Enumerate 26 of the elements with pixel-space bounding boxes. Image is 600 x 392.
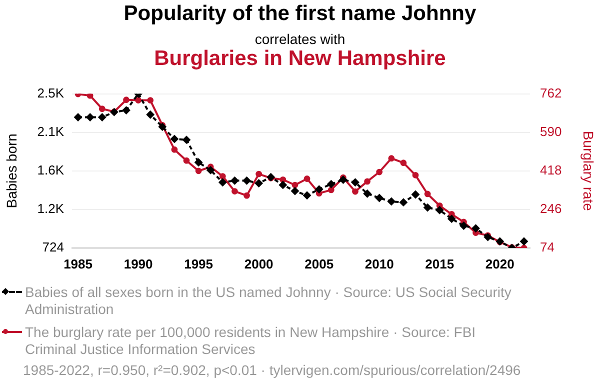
legend-label: The burglary rate per 100,000 residents in New Hampshire · Source: FBI Criminal Justice Information Services [25, 324, 477, 358]
y-axis-title: Babies born [3, 134, 20, 208]
y-tick-label: 1.6K [37, 162, 64, 178]
legend-label: Babies of all sexes born in the US named Johnny · Source: US Social Security Administration [25, 284, 512, 318]
y2-tick-label: 762 [540, 85, 562, 100]
x-tick-label: 1985 [64, 256, 92, 272]
x-tick-label: 2020 [485, 256, 514, 272]
y2-tick-label: 590 [540, 124, 562, 139]
y-tick-label: 2.5K [37, 85, 64, 100]
chart-title: Popularity of the first name Johnny [122, 2, 478, 26]
chart-subtitle: correlates with [254, 31, 346, 47]
text: 1985-2022, r=0.950, r²=0.902, p<0.01 · tylervigen.com/spurious/correlation/2496 [23, 362, 521, 378]
x-tick-label: 1995 [184, 256, 214, 272]
x-tick-label: 2005 [304, 256, 334, 272]
x-tick-label: 2010 [364, 256, 394, 272]
y-tick-label: 2.1K [37, 124, 64, 139]
y2-axis-title: Burglary rate [580, 130, 597, 212]
y2-tick-label: 74 [540, 240, 554, 255]
x-tick-label: 1990 [124, 256, 153, 272]
y2-tick-label: 246 [540, 201, 562, 216]
y-tick-label: 1.2K [37, 201, 64, 216]
y-tick-label: 724 [42, 240, 64, 255]
text: Burglaries in New Hampshire [153, 47, 447, 71]
y2-tick-label: 418 [540, 162, 562, 178]
x-tick-label: 2000 [244, 256, 274, 272]
x-tick-label: 2015 [425, 256, 454, 272]
